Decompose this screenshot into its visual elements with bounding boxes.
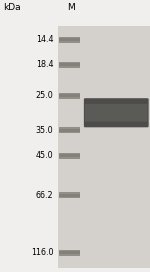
Bar xyxy=(59,94,80,97)
Bar xyxy=(59,127,80,133)
Text: M: M xyxy=(67,3,75,12)
Bar xyxy=(59,38,80,41)
Text: 18.4: 18.4 xyxy=(36,60,53,69)
Text: 14.4: 14.4 xyxy=(36,35,53,44)
Text: 66.2: 66.2 xyxy=(36,191,53,200)
Bar xyxy=(59,129,80,132)
Bar xyxy=(59,61,80,67)
Bar xyxy=(59,154,80,157)
Bar xyxy=(59,194,80,197)
Text: 116.0: 116.0 xyxy=(31,248,53,257)
Bar xyxy=(59,93,80,99)
Text: 45.0: 45.0 xyxy=(36,151,53,160)
Text: 25.0: 25.0 xyxy=(36,91,53,100)
Bar xyxy=(58,26,150,268)
FancyBboxPatch shape xyxy=(84,98,149,127)
Text: 35.0: 35.0 xyxy=(36,126,53,135)
Bar xyxy=(59,192,80,198)
Text: kDa: kDa xyxy=(3,3,21,12)
Bar xyxy=(59,251,80,254)
FancyBboxPatch shape xyxy=(85,104,148,122)
Bar xyxy=(59,153,80,159)
Bar xyxy=(59,36,80,42)
Bar xyxy=(59,249,80,255)
Bar xyxy=(59,63,80,66)
